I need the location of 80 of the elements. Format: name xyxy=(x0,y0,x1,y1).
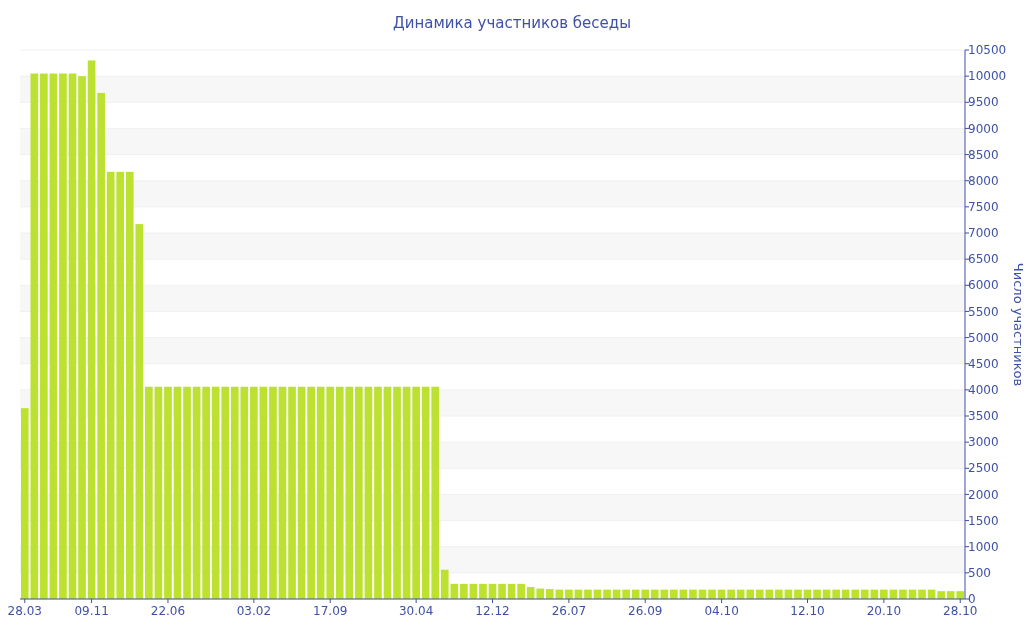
bar xyxy=(460,583,468,599)
bar xyxy=(30,73,39,599)
y-axis-title: Число участников xyxy=(1011,262,1024,387)
x-tick-label: 22.06 xyxy=(150,604,186,618)
y-tick-label: 2500 xyxy=(968,461,999,476)
bar xyxy=(259,386,268,599)
bar xyxy=(78,76,86,599)
bar xyxy=(97,92,105,599)
y-tick-label: 7000 xyxy=(968,226,999,241)
bar xyxy=(20,408,29,599)
bar xyxy=(374,386,382,599)
y-tick-label: 3000 xyxy=(968,435,999,450)
x-tick-label: 17.09 xyxy=(313,604,348,618)
bar xyxy=(192,386,201,599)
bar xyxy=(383,386,392,599)
y-tick-label: 6000 xyxy=(968,278,999,293)
bar xyxy=(269,386,277,599)
bar xyxy=(402,386,411,599)
y-tick-label: 3500 xyxy=(968,409,999,424)
x-tick-label: 09.11 xyxy=(74,604,109,618)
bar xyxy=(202,386,210,599)
bar xyxy=(440,569,449,599)
bar xyxy=(345,386,354,599)
bar xyxy=(364,386,373,599)
x-tick-label: 12.12 xyxy=(475,604,510,618)
bar xyxy=(125,171,134,599)
bar xyxy=(937,591,945,599)
y-tick-label: 2000 xyxy=(968,487,999,502)
y-tick-label: 6500 xyxy=(968,252,999,267)
y-tick-label: 0 xyxy=(968,592,976,607)
bar xyxy=(59,73,67,599)
x-tick-label: 20.10 xyxy=(866,604,902,618)
y-tick-label: 5000 xyxy=(968,330,999,345)
x-tick-label: 26.07 xyxy=(551,604,587,618)
x-tick-label: 30.04 xyxy=(398,604,434,618)
bar xyxy=(250,386,258,599)
y-tick-label: 8000 xyxy=(968,173,999,188)
bar xyxy=(517,583,525,599)
y-tick-label: 9500 xyxy=(968,95,999,110)
bar xyxy=(297,386,306,599)
bar xyxy=(278,386,287,599)
bar xyxy=(230,386,239,599)
y-tick-label: 4500 xyxy=(968,356,999,371)
bar xyxy=(154,386,163,599)
x-tick-label: 28.10 xyxy=(943,604,978,618)
bar xyxy=(68,73,77,599)
y-tick-label: 1500 xyxy=(968,513,999,528)
bar xyxy=(173,386,182,599)
bar xyxy=(479,583,487,599)
bar xyxy=(355,386,363,599)
bar xyxy=(288,386,296,599)
bar xyxy=(135,224,144,599)
bar xyxy=(164,386,172,599)
bar xyxy=(307,386,315,599)
y-tick-label: 500 xyxy=(968,566,991,581)
bar xyxy=(393,386,401,599)
bar xyxy=(87,60,96,599)
y-tick-label: 9000 xyxy=(968,121,999,136)
bar xyxy=(545,589,554,599)
bar xyxy=(49,73,58,599)
bar xyxy=(498,583,506,599)
bar xyxy=(183,386,191,599)
x-tick-label: 04.10 xyxy=(704,604,739,618)
x-tick-label: 28.03 xyxy=(7,604,42,618)
chart-title: Динамика участников беседы xyxy=(392,14,632,32)
x-tick-label: 12.10 xyxy=(790,604,825,618)
y-tick-label: 5500 xyxy=(968,304,999,319)
x-tick-label: 26.09 xyxy=(628,604,663,618)
bar xyxy=(412,386,420,599)
bar xyxy=(40,73,48,599)
bar xyxy=(145,386,153,599)
y-tick-label: 10500 xyxy=(968,43,1007,58)
bar xyxy=(240,386,249,599)
x-tick-label: 03.02 xyxy=(236,604,272,618)
y-tick-label: 1000 xyxy=(968,539,999,554)
y-tick-label: 10000 xyxy=(968,69,1007,84)
y-tick-label: 7500 xyxy=(968,200,999,215)
y-tick-label: 4000 xyxy=(968,383,999,398)
bar xyxy=(335,386,344,599)
y-tick-label: 8500 xyxy=(968,147,999,162)
